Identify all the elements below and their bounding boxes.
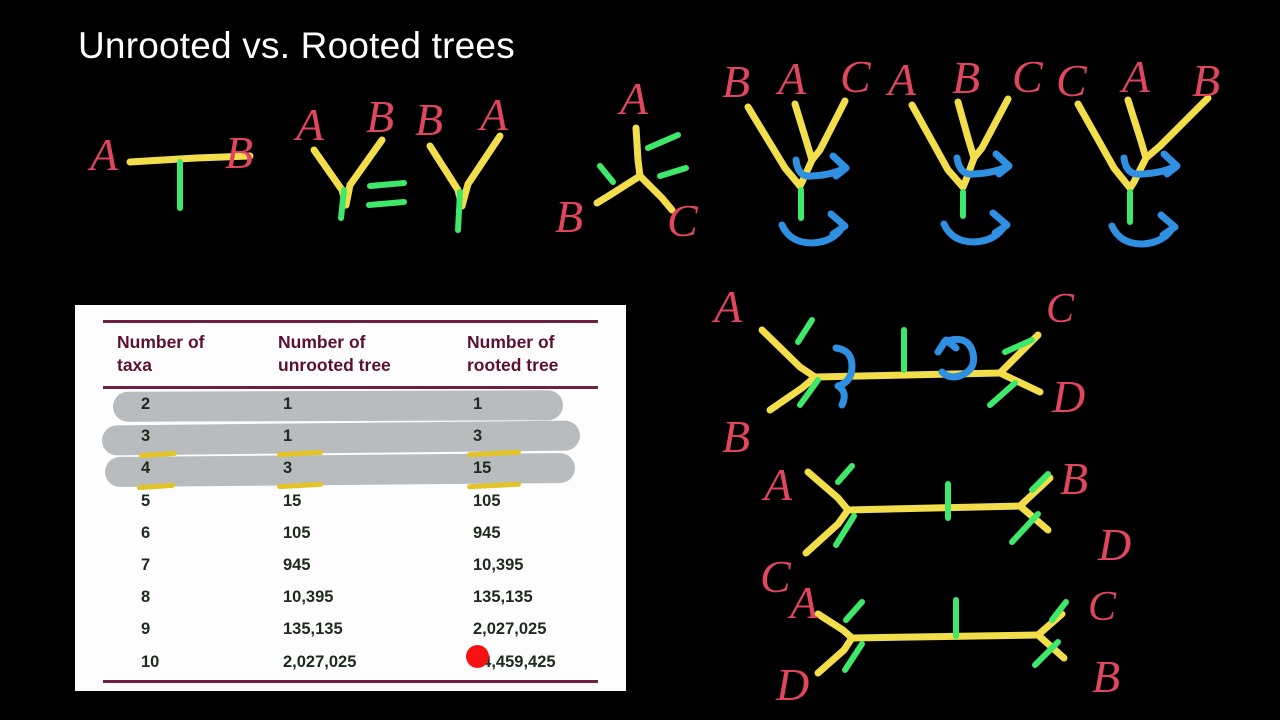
four-taxa-tree-2 bbox=[802, 463, 1054, 557]
cell-unrooted: 945 bbox=[283, 556, 311, 574]
header-unrooted-line2: unrooted tree bbox=[278, 355, 391, 375]
cell-rooted: 34,459,425 bbox=[473, 652, 556, 671]
row-highlight-band bbox=[112, 390, 564, 422]
table-rule-middle bbox=[103, 386, 598, 389]
label-rt3-A: A bbox=[1119, 51, 1151, 102]
label-A-4: A bbox=[617, 73, 649, 124]
cell-taxa: 7 bbox=[141, 556, 151, 574]
label-rt2-A: A bbox=[885, 54, 917, 105]
column-header-rooted: Number of rooted tree bbox=[467, 331, 627, 377]
label-ft1-A: A bbox=[711, 281, 743, 332]
label-ft3-B: B bbox=[1092, 651, 1120, 702]
label-ft1-D: D bbox=[1051, 371, 1085, 422]
label-A-1: A bbox=[87, 129, 119, 180]
cell-taxa: 8 bbox=[141, 588, 151, 607]
cell-rooted: 945 bbox=[473, 523, 501, 542]
cell-unrooted: 1 bbox=[283, 395, 293, 413]
yellow-underline-mark bbox=[466, 481, 522, 490]
cell-taxa: 6 bbox=[141, 523, 151, 542]
cell-taxa: 10 bbox=[141, 652, 160, 671]
label-ft2-D: D bbox=[1097, 519, 1131, 570]
two-taxa-rooted-equivalence bbox=[310, 132, 504, 233]
header-rooted-line1: Number of bbox=[467, 332, 555, 352]
cell-unrooted: 1 bbox=[283, 427, 293, 446]
header-rooted-line2: rooted tree bbox=[467, 355, 559, 375]
cell-rooted: 1 bbox=[473, 395, 483, 413]
rooted-tree-3 bbox=[1074, 94, 1212, 248]
label-rt2-B: B bbox=[952, 52, 980, 103]
table-rule-bottom bbox=[103, 680, 598, 683]
cell-taxa: 4 bbox=[141, 459, 151, 478]
label-ft1-C: C bbox=[1046, 286, 1075, 332]
table-rule-top bbox=[103, 320, 598, 323]
label-rt1-A: A bbox=[775, 53, 807, 104]
cell-rooted: 15 bbox=[473, 459, 492, 478]
cell-taxa: 5 bbox=[141, 491, 151, 510]
header-taxa-line1: Number of bbox=[117, 332, 205, 352]
header-taxa-line2: taxa bbox=[117, 355, 153, 375]
label-A-3: A bbox=[477, 89, 509, 140]
label-ft1-B: B bbox=[722, 411, 750, 462]
rooted-tree-2 bbox=[908, 95, 1013, 246]
label-ft3-A: A bbox=[787, 577, 819, 628]
label-rt3-B: B bbox=[1192, 55, 1220, 106]
label-rt1-C: C bbox=[840, 51, 872, 102]
label-C-4: C bbox=[667, 195, 699, 246]
cell-rooted: 105 bbox=[473, 491, 501, 510]
label-B-3: B bbox=[415, 94, 443, 145]
cell-rooted: 3 bbox=[473, 427, 483, 446]
cell-taxa: 2 bbox=[141, 395, 151, 413]
four-taxa-tree-1 bbox=[758, 317, 1044, 414]
cell-unrooted: 10,395 bbox=[283, 588, 334, 607]
yellow-underline-mark bbox=[276, 482, 324, 490]
cell-taxa: 3 bbox=[141, 427, 151, 446]
label-A-2: A bbox=[293, 99, 325, 150]
cell-unrooted: 105 bbox=[283, 523, 311, 542]
cell-unrooted: 3 bbox=[283, 459, 293, 478]
column-header-unrooted: Number of unrooted tree bbox=[278, 331, 448, 377]
column-header-taxa: Number of taxa bbox=[117, 331, 247, 377]
tree-counts-table: Number of taxa Number of unrooted tree N… bbox=[75, 305, 626, 691]
cell-rooted: 2,027,025 bbox=[473, 620, 547, 639]
label-B-1: B bbox=[225, 127, 253, 178]
label-rt3-C: C bbox=[1056, 55, 1088, 106]
cell-unrooted: 2,027,025 bbox=[283, 652, 357, 671]
two-taxa-unrooted-tree bbox=[126, 152, 254, 211]
label-ft3-D: D bbox=[775, 659, 809, 710]
yellow-underline-mark bbox=[136, 483, 176, 491]
cell-taxa: 9 bbox=[141, 620, 151, 639]
label-rt1-B: B bbox=[722, 56, 750, 107]
four-taxa-tree-3 bbox=[814, 597, 1069, 677]
label-ft3-C: C bbox=[1088, 584, 1117, 630]
three-taxa-unrooted-tree bbox=[593, 124, 689, 214]
page-title: Unrooted vs. Rooted trees bbox=[78, 25, 515, 66]
cell-rooted: 135,135 bbox=[473, 588, 533, 607]
label-ft2-B: B bbox=[1060, 453, 1088, 504]
rooted-tree-1 bbox=[744, 97, 850, 247]
header-unrooted-line1: Number of bbox=[278, 332, 366, 352]
label-ft2-C: C bbox=[760, 551, 792, 602]
cell-rooted: 10,395 bbox=[473, 556, 524, 574]
label-B-2: B bbox=[366, 91, 394, 142]
label-B-4: B bbox=[555, 191, 583, 242]
label-rt2-C: C bbox=[1012, 51, 1044, 102]
cell-unrooted: 135,135 bbox=[283, 620, 343, 639]
cell-unrooted: 15 bbox=[283, 491, 302, 510]
red-cursor-dot bbox=[466, 645, 489, 668]
tree-labels: A B A B B A A B C B A C A B C C A B A B … bbox=[87, 51, 1220, 710]
label-ft2-A: A bbox=[761, 459, 793, 510]
